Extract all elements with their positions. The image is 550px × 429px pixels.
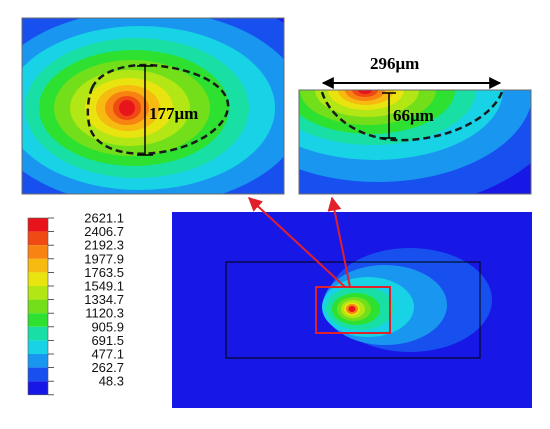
legend-frame: [27, 217, 49, 396]
legend-value-label: 691.5: [91, 333, 124, 348]
legend-value-label: 1120.3: [85, 306, 124, 321]
callout-arrow-top-view: [247, 197, 346, 288]
zoom-cross-section-frame: [298, 89, 532, 195]
legend-value-label: 1549.1: [84, 279, 124, 294]
legend-swatch: [28, 218, 48, 232]
legend-swatch: [28, 245, 48, 259]
legend-swatch: [28, 367, 48, 382]
legend-swatch: [28, 381, 48, 395]
main-simulation-view: [172, 212, 532, 408]
legend-value-label: 1334.7: [84, 292, 124, 307]
legend-value-label: 905.9: [91, 319, 124, 334]
legend-swatch: [28, 354, 48, 368]
depth-label: 66μm: [393, 106, 434, 125]
legend-swatch: [28, 299, 48, 314]
zoom-region-box: [315, 286, 391, 334]
zoom-top-view-panel: [22, 18, 284, 194]
legend-swatch: [28, 340, 48, 354]
substrate-outline: [225, 261, 481, 359]
legend-swatch: [28, 286, 48, 300]
melt-pool-boundary-cross: [320, 91, 504, 142]
zoom-cross-section-panel: [299, 90, 531, 194]
legend-value-label: 2192.3: [84, 238, 124, 253]
legend-swatch: [28, 231, 48, 246]
width-label: 177μm: [149, 104, 198, 123]
legend-value-label: 477.1: [91, 347, 124, 362]
legend-value-label: 262.7: [91, 360, 124, 375]
legend-value-label: 2406.7: [84, 224, 124, 239]
legend-value-label: 48.3: [99, 374, 124, 389]
legend-swatch: [28, 326, 48, 341]
zoom-top-view-frame: [21, 17, 285, 195]
legend-swatch: [28, 313, 48, 327]
legend-value-label: 2621.1: [84, 211, 124, 226]
legend-value-label: 1977.9: [84, 251, 124, 266]
legend-swatch: [28, 272, 48, 286]
legend-value-label: 1763.5: [84, 265, 124, 280]
callout-arrow-cross-section: [327, 196, 351, 288]
legend-swatch: [28, 258, 48, 273]
color-legend: 2621.12406.72192.31977.91763.51549.11334…: [27, 211, 124, 396]
length-label: 296μm: [370, 54, 419, 73]
